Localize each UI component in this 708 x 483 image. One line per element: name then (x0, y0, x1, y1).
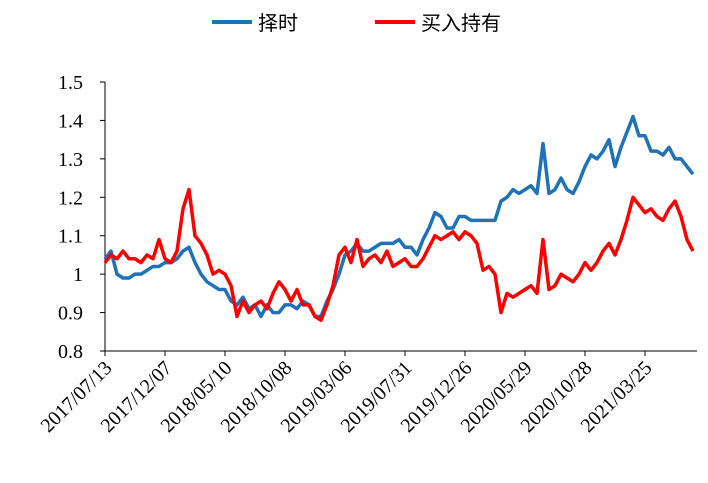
y-tick-label: 1 (73, 264, 83, 286)
legend-label: 买入持有 (421, 12, 501, 35)
y-tick-label: 1.2 (58, 187, 83, 209)
y-tick-label: 1.1 (58, 226, 83, 248)
y-tick-label: 1.4 (58, 110, 83, 132)
y-tick-label: 0.9 (58, 303, 83, 325)
y-tick-label: 1.3 (58, 149, 83, 171)
legend-label: 择时 (258, 12, 298, 35)
y-tick-label: 0.8 (58, 341, 83, 363)
y-tick-label: 1.5 (58, 72, 83, 94)
line-series (103, 114, 695, 319)
line-series (103, 187, 695, 323)
